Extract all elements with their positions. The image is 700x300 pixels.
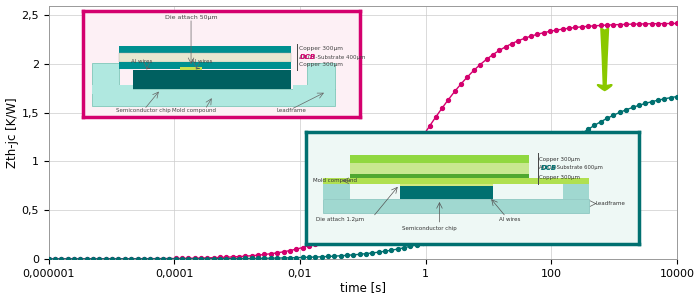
Y-axis label: Zth-jc [K/W]: Zth-jc [K/W] [6, 97, 19, 168]
X-axis label: time [s]: time [s] [340, 281, 386, 294]
